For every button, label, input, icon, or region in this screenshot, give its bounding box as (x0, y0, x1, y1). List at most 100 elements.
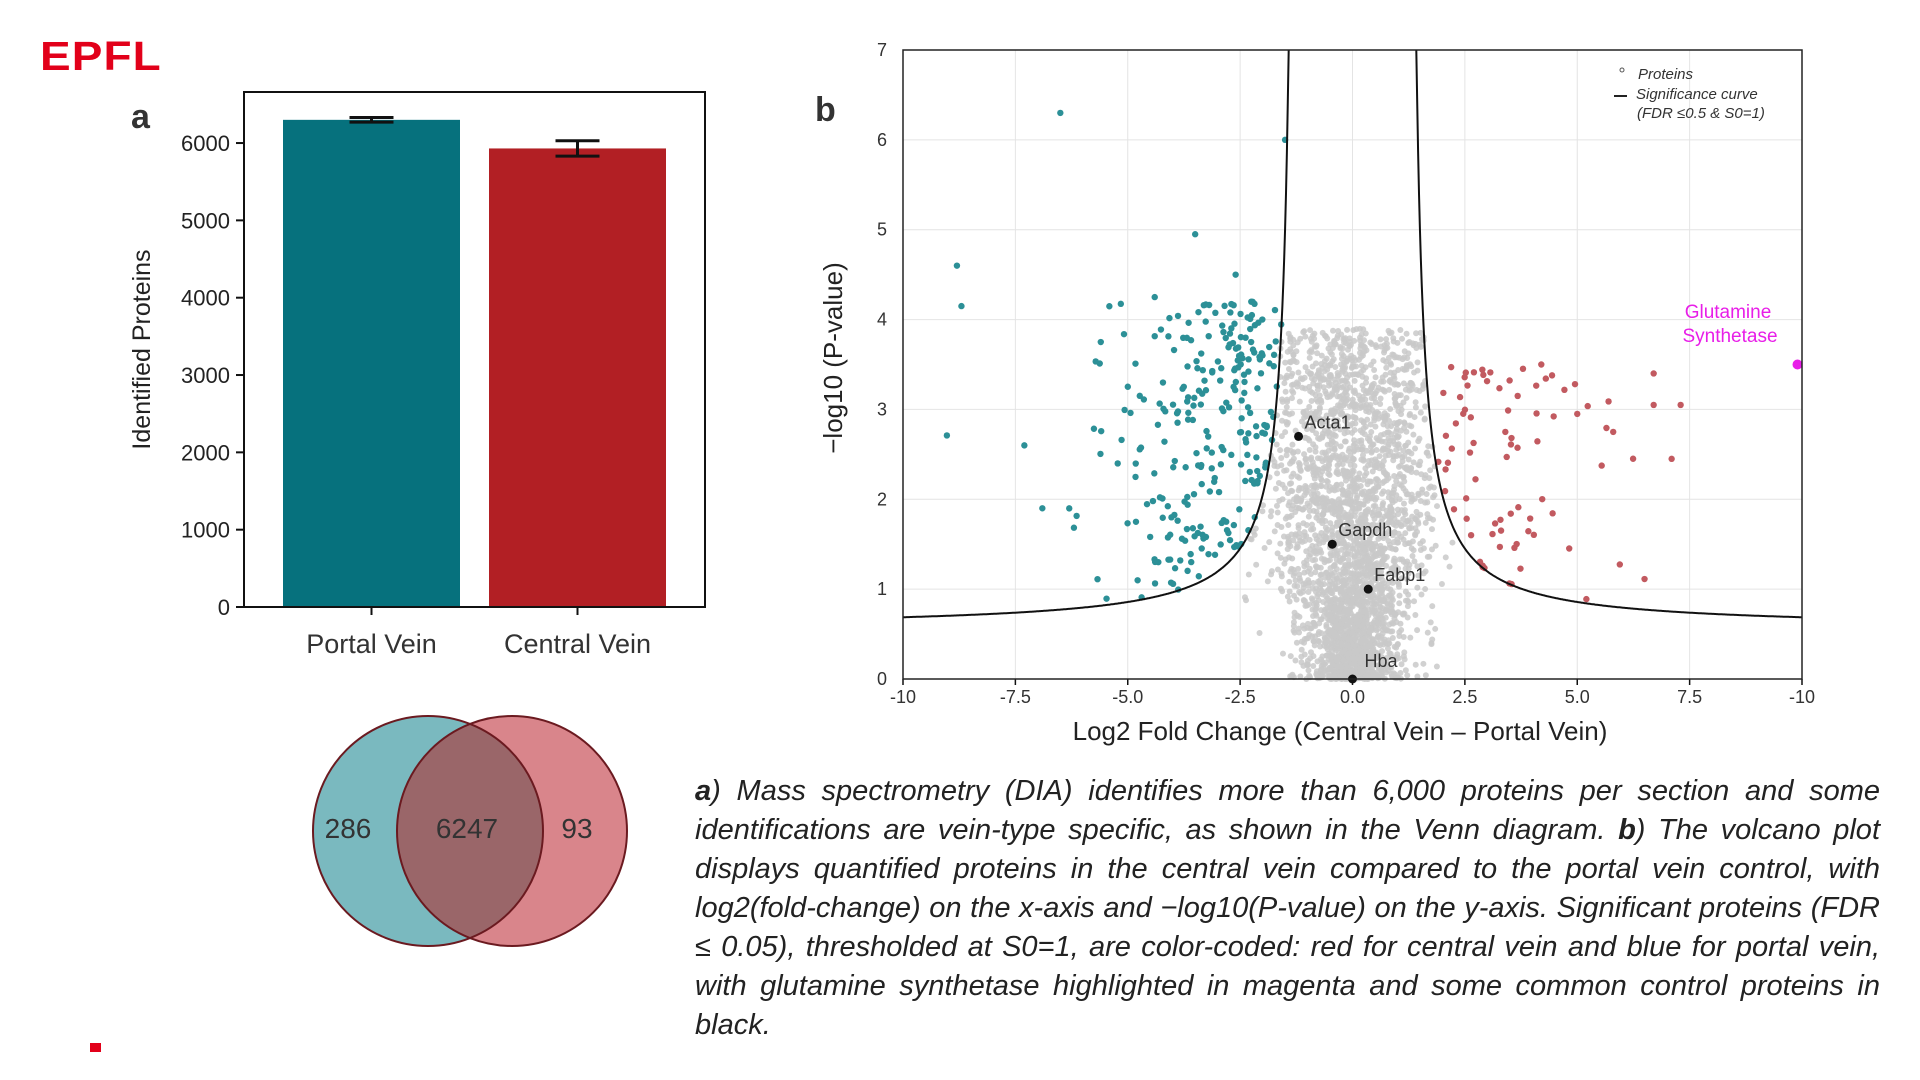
nonsignificant-point (1281, 380, 1288, 387)
nonsignificant-point (1328, 454, 1335, 461)
x-tick-label: Portal Vein (306, 629, 437, 659)
nonsignificant-point (1283, 404, 1290, 411)
nonsignificant-point (1374, 634, 1381, 641)
nonsignificant-point (1396, 600, 1403, 607)
nonsignificant-point (1393, 446, 1400, 453)
portal-significant-point (1185, 319, 1192, 326)
nonsignificant-point (1314, 398, 1321, 405)
nonsignificant-point (1330, 356, 1337, 363)
nonsignificant-point (1412, 661, 1419, 668)
panel-a-label: a (131, 98, 150, 136)
nonsignificant-point (1375, 483, 1382, 490)
central-significant-point (1538, 361, 1545, 368)
portal-significant-point (1124, 383, 1132, 390)
portal-significant-point (1183, 525, 1191, 533)
nonsignificant-point (1405, 448, 1412, 455)
nonsignificant-point (1298, 638, 1305, 645)
nonsignificant-point (1309, 585, 1316, 592)
portal-significant-point (1184, 416, 1192, 423)
nonsignificant-point (1351, 337, 1358, 344)
portal-significant-point (1199, 390, 1206, 397)
nonsignificant-point (1290, 389, 1297, 396)
nonsignificant-point (1309, 332, 1316, 339)
nonsignificant-point (1360, 598, 1367, 605)
portal-significant-point (1237, 461, 1245, 468)
portal-significant-point (1203, 445, 1210, 452)
nonsignificant-point (1314, 350, 1321, 357)
central-significant-point (1603, 424, 1610, 432)
nonsignificant-point (1327, 362, 1334, 369)
nonsignificant-point (1369, 448, 1376, 455)
nonsignificant-point (1346, 650, 1353, 657)
portal-significant-point (1092, 358, 1099, 365)
portal-significant-point (1187, 337, 1195, 344)
portal-significant-point (1203, 427, 1210, 435)
nonsignificant-point (1405, 350, 1412, 357)
nonsignificant-point (1370, 494, 1377, 501)
nonsignificant-point (1383, 477, 1390, 484)
portal-significant-point (1070, 524, 1078, 531)
nonsignificant-point (1402, 588, 1409, 595)
nonsignificant-point (1362, 364, 1369, 371)
glutamine-label-line1: Glutamine (1685, 302, 1772, 323)
portal-significant-point (1184, 363, 1191, 370)
portal-significant-point (1226, 341, 1233, 348)
nonsignificant-point (1324, 526, 1331, 533)
nonsignificant-point (1399, 335, 1406, 342)
nonsignificant-point (1354, 446, 1361, 453)
nonsignificant-point (1304, 661, 1311, 668)
nonsignificant-point (1353, 594, 1360, 601)
nonsignificant-point (1313, 342, 1320, 349)
nonsignificant-point (1361, 488, 1368, 495)
x-tick-label: -10 (1789, 687, 1815, 707)
nonsignificant-point (1393, 425, 1400, 432)
nonsignificant-point (1403, 428, 1410, 435)
nonsignificant-point (1285, 522, 1292, 529)
nonsignificant-point (1375, 477, 1382, 484)
nonsignificant-point (1304, 465, 1311, 472)
volcano-plot: -10 -7.5 -5.0 -2.5 0.0 2.5 5.0 7.5 -1001234567Ac… (818, 40, 1815, 746)
nonsignificant-point (1271, 528, 1278, 535)
portal-significant-point (1137, 444, 1145, 451)
nonsignificant-point (1340, 364, 1347, 371)
nonsignificant-point (1397, 521, 1404, 528)
portal-significant-point (1205, 550, 1212, 558)
portal-significant-point (958, 302, 965, 310)
nonsignificant-point (1303, 561, 1310, 568)
nonsignificant-point (1308, 348, 1315, 355)
portal-significant-point (1174, 408, 1182, 415)
nonsignificant-point (1368, 600, 1375, 607)
nonsignificant-point (1280, 533, 1287, 540)
portal-significant-point (1168, 514, 1175, 521)
nonsignificant-point (1425, 443, 1432, 450)
nonsignificant-point (1344, 326, 1351, 333)
nonsignificant-point (1294, 383, 1301, 390)
portal-significant-point (1191, 394, 1198, 402)
nonsignificant-point (1426, 515, 1433, 522)
y-tick-label: 2 (877, 489, 887, 509)
nonsignificant-point (1391, 615, 1398, 622)
portal-significant-point (1132, 460, 1139, 467)
nonsignificant-point (1296, 629, 1303, 636)
nonsignificant-point (1390, 335, 1397, 342)
nonsignificant-point (1372, 374, 1379, 381)
nonsignificant-point (1429, 603, 1436, 610)
nonsignificant-point (1379, 648, 1386, 655)
nonsignificant-point (1400, 380, 1407, 387)
portal-significant-point (1156, 400, 1163, 407)
nonsignificant-point (1404, 518, 1411, 525)
nonsignificant-point (1340, 626, 1347, 633)
nonsignificant-point (1331, 672, 1338, 679)
nonsignificant-point (1324, 478, 1331, 485)
portal-significant-point (1132, 518, 1140, 525)
portal-significant-point (1146, 533, 1154, 541)
y-tick-label: 6000 (181, 131, 230, 156)
portal-significant-point (1245, 356, 1252, 363)
x-tick-label: Central Vein (504, 629, 651, 659)
legend-curve-label: Significance curve (1636, 86, 1758, 103)
control-protein-point (1363, 584, 1373, 594)
central-significant-point (1511, 544, 1518, 552)
nonsignificant-point (1344, 511, 1351, 518)
nonsignificant-point (1326, 581, 1333, 588)
nonsignificant-point (1410, 431, 1417, 438)
